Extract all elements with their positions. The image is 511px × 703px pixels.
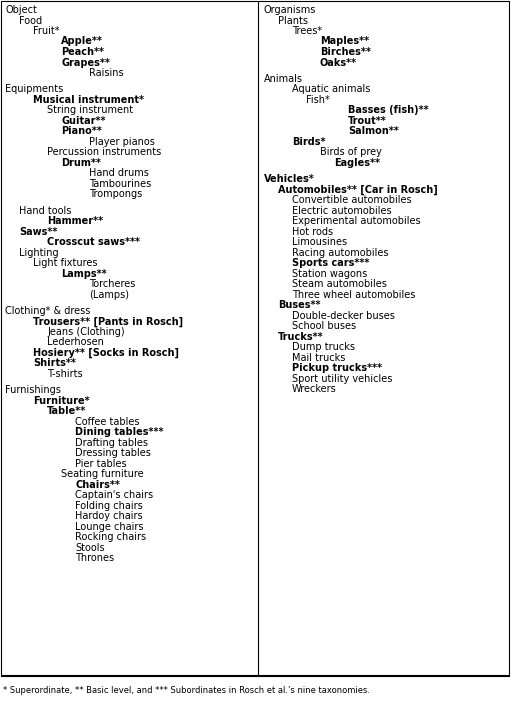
Text: Hand drums: Hand drums [89, 168, 149, 179]
Text: Trucks**: Trucks** [278, 332, 323, 342]
Text: Double-decker buses: Double-decker buses [292, 311, 395, 321]
Text: Eagles**: Eagles** [334, 157, 380, 168]
Text: Pickup trucks***: Pickup trucks*** [292, 363, 382, 373]
Text: Plants: Plants [278, 15, 308, 25]
Text: String instrument: String instrument [47, 105, 133, 115]
Text: Folding chairs: Folding chairs [75, 501, 143, 510]
Text: Fruit*: Fruit* [33, 26, 59, 36]
Text: Salmon**: Salmon** [348, 127, 399, 136]
Text: Light fixtures: Light fixtures [33, 258, 98, 268]
Text: Percussion instruments: Percussion instruments [47, 147, 161, 157]
Text: Furniture*: Furniture* [33, 396, 89, 406]
Text: Shirts**: Shirts** [33, 359, 76, 368]
Text: Sports cars***: Sports cars*** [292, 258, 369, 268]
Text: Convertible automobiles: Convertible automobiles [292, 195, 412, 205]
Text: Equipments: Equipments [5, 84, 63, 94]
Text: Dump trucks: Dump trucks [292, 342, 355, 352]
Text: Mail trucks: Mail trucks [292, 352, 345, 363]
Text: Electric automobiles: Electric automobiles [292, 205, 391, 216]
Text: Buses**: Buses** [278, 300, 320, 310]
Text: Limousines: Limousines [292, 237, 347, 247]
Text: Hardoy chairs: Hardoy chairs [75, 511, 143, 521]
Text: Raisins: Raisins [89, 68, 124, 78]
Text: Stools: Stools [75, 543, 105, 553]
Text: Drafting tables: Drafting tables [75, 437, 148, 448]
Text: Lighting: Lighting [19, 247, 59, 257]
Text: T-shirts: T-shirts [47, 369, 83, 379]
Text: Hammer**: Hammer** [47, 216, 103, 226]
Text: Clothing* & dress: Clothing* & dress [5, 306, 90, 316]
Text: Hosiery** [Socks in Rosch]: Hosiery** [Socks in Rosch] [33, 348, 179, 358]
Text: Jeans (Clothing): Jeans (Clothing) [47, 327, 125, 337]
Text: Dining tables***: Dining tables*** [75, 427, 164, 437]
Text: Hand tools: Hand tools [19, 205, 72, 216]
Text: Birds*: Birds* [292, 137, 326, 147]
Text: Vehicles*: Vehicles* [264, 174, 315, 184]
Text: Birds of prey: Birds of prey [320, 147, 382, 157]
Text: Piano**: Piano** [61, 127, 102, 136]
Text: * Superordinate, ** Basic level, and *** Subordinates in Rosch et al.’s nine tax: * Superordinate, ** Basic level, and ***… [3, 686, 370, 695]
Text: Peach**: Peach** [61, 47, 104, 57]
Text: Captain's chairs: Captain's chairs [75, 490, 153, 500]
Text: Trees*: Trees* [292, 26, 322, 36]
Text: Player pianos: Player pianos [89, 137, 155, 147]
Text: Chairs**: Chairs** [75, 479, 120, 489]
Text: Drum**: Drum** [61, 157, 101, 168]
Text: Station wagons: Station wagons [292, 269, 367, 278]
Text: Grapes**: Grapes** [61, 58, 110, 67]
Text: Trousers** [Pants in Rosch]: Trousers** [Pants in Rosch] [33, 316, 183, 327]
Text: Hot rods: Hot rods [292, 226, 333, 236]
Text: Sport utility vehicles: Sport utility vehicles [292, 373, 392, 384]
Text: Food: Food [19, 15, 42, 25]
Text: School buses: School buses [292, 321, 356, 331]
Text: Pier tables: Pier tables [75, 458, 127, 469]
Text: Coffee tables: Coffee tables [75, 417, 140, 427]
Text: Thrones: Thrones [75, 553, 114, 563]
Text: Seating furniture: Seating furniture [61, 469, 144, 479]
Text: Wreckers: Wreckers [292, 384, 337, 394]
Text: Racing automobiles: Racing automobiles [292, 247, 388, 257]
Text: Apple**: Apple** [61, 37, 103, 46]
Text: Guitar**: Guitar** [61, 116, 105, 126]
Text: Oaks**: Oaks** [320, 58, 357, 67]
Text: Trompongs: Trompongs [89, 189, 142, 199]
Text: Three wheel automobiles: Three wheel automobiles [292, 290, 415, 299]
Text: Experimental automobiles: Experimental automobiles [292, 216, 421, 226]
Text: (Lamps): (Lamps) [89, 290, 129, 299]
Text: Organisms: Organisms [264, 5, 316, 15]
Text: Lederhosen: Lederhosen [47, 337, 104, 347]
Text: Birches**: Birches** [320, 47, 371, 57]
Text: Automobiles** [Car in Rosch]: Automobiles** [Car in Rosch] [278, 185, 438, 195]
Text: Tambourines: Tambourines [89, 179, 151, 189]
Text: Basses (fish)**: Basses (fish)** [348, 105, 429, 115]
Text: Rocking chairs: Rocking chairs [75, 532, 146, 542]
Text: Dressing tables: Dressing tables [75, 448, 151, 458]
Text: Animals: Animals [264, 74, 303, 84]
Text: Lounge chairs: Lounge chairs [75, 522, 144, 531]
Text: Crosscut saws***: Crosscut saws*** [47, 237, 140, 247]
Text: Table**: Table** [47, 406, 86, 416]
Text: Aquatic animals: Aquatic animals [292, 84, 370, 94]
Text: Musical instrument*: Musical instrument* [33, 95, 144, 105]
Text: Fish*: Fish* [306, 95, 330, 105]
Text: Maples**: Maples** [320, 37, 369, 46]
Text: Saws**: Saws** [19, 226, 57, 236]
Text: Trout**: Trout** [348, 116, 387, 126]
Text: Furnishings: Furnishings [5, 385, 61, 395]
Text: Torcheres: Torcheres [89, 279, 135, 289]
Text: Lamps**: Lamps** [61, 269, 107, 278]
Text: Steam automobiles: Steam automobiles [292, 279, 387, 289]
Text: Object: Object [5, 5, 37, 15]
